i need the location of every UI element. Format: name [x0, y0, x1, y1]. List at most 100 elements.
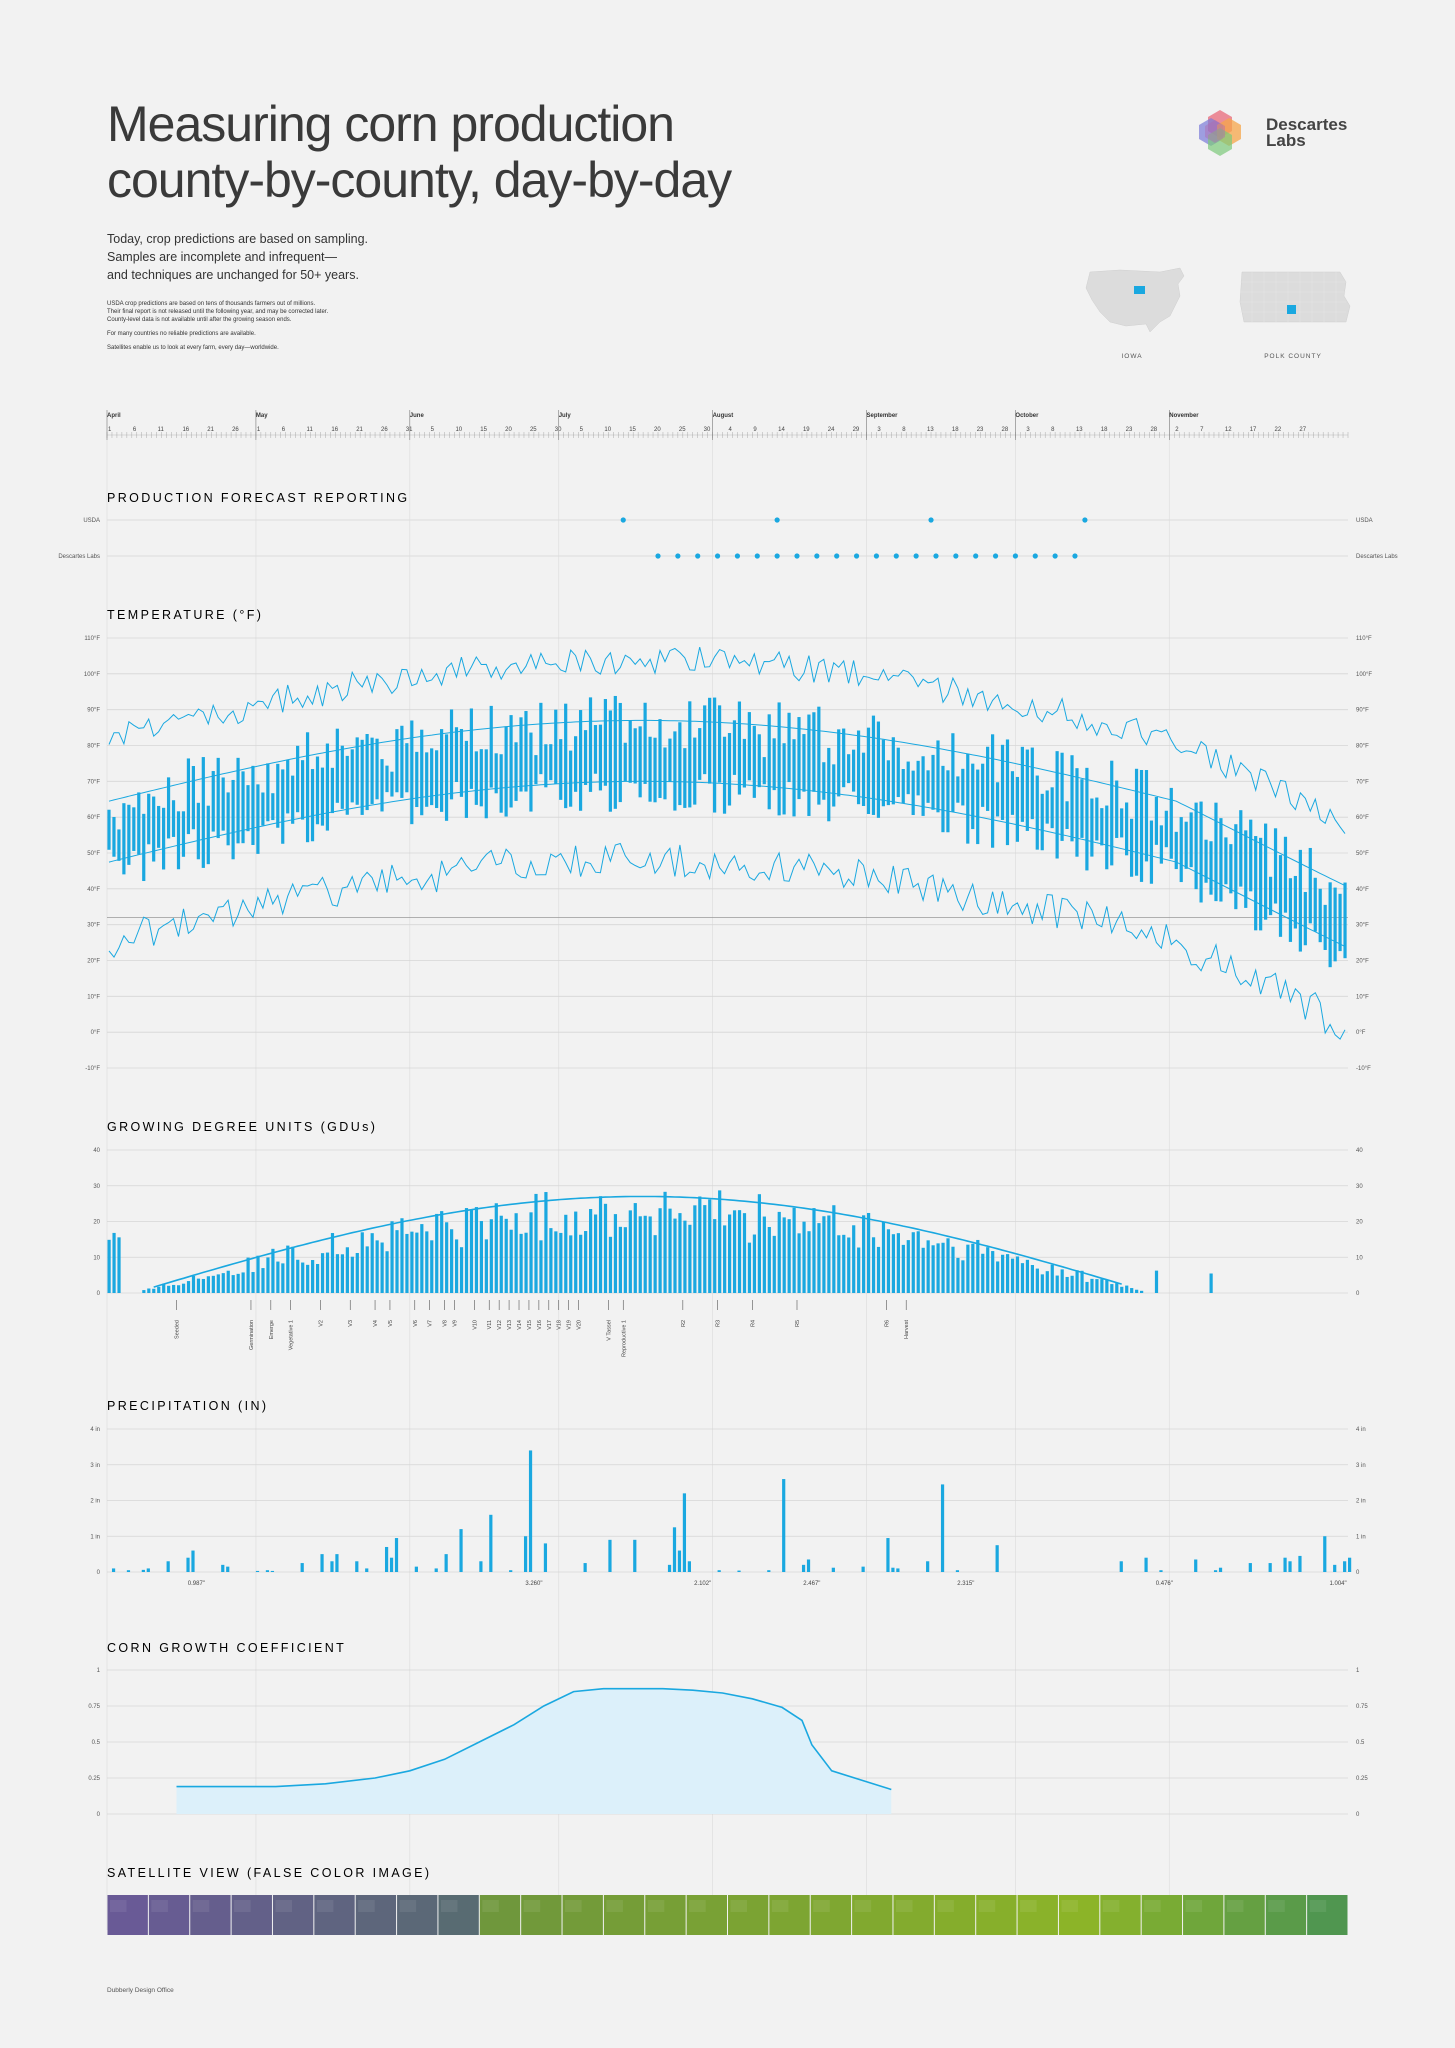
satellite-tile [934, 1895, 976, 1935]
precip-daily-bar [1159, 1570, 1163, 1572]
precip-tick-label-right: 3 in [1356, 1463, 1366, 1469]
gdu-daily-bar [117, 1237, 121, 1293]
temp-daily-bar [464, 740, 469, 818]
temp-daily-bar [1100, 808, 1104, 846]
temp-daily-bar [1159, 825, 1163, 864]
growth-tick-label-right: 0.25 [1356, 1776, 1368, 1782]
day-label: 20 [505, 427, 512, 433]
gdu-daily-bar [425, 1231, 429, 1293]
temp-daily-bar [286, 759, 290, 814]
growth-tick-label-right: 1 [1356, 1668, 1360, 1674]
temp-daily-bar [876, 721, 881, 818]
gdu-daily-bar [544, 1192, 548, 1293]
temp-daily-bar [990, 734, 995, 848]
temp-daily-bar [231, 779, 235, 860]
gdu-daily-bar [454, 1239, 459, 1293]
gdu-daily-bar [981, 1253, 985, 1293]
satellite-tile-texture [978, 1900, 996, 1912]
gdu-daily-bar [1095, 1279, 1099, 1293]
gdu-daily-bar [1075, 1270, 1079, 1293]
temp-daily-bar [544, 744, 548, 788]
gdu-daily-bar [926, 1240, 930, 1293]
gdu-daily-bar [1125, 1285, 1129, 1293]
temp-daily-bar [608, 710, 612, 812]
temp-tick-label-right: 10°F [1356, 994, 1369, 1000]
temp-daily-bar [469, 708, 473, 789]
temp-daily-bar [926, 770, 930, 803]
map-label-polk: POLK COUNTY [1264, 353, 1322, 360]
temp-daily-bar [1288, 878, 1293, 942]
temp-daily-bar [117, 829, 121, 861]
precip-daily-bar [801, 1564, 806, 1572]
temp-daily-bar [1040, 793, 1044, 851]
temp-daily-bar [1298, 849, 1302, 952]
temp-daily-bar [1025, 749, 1029, 831]
temp-daily-bar [827, 747, 831, 822]
gdu-daily-bar [1030, 1265, 1035, 1293]
gdu-daily-bar [440, 1211, 444, 1293]
stage-label: V10 [472, 1320, 478, 1330]
precip-daily-bar [111, 1568, 116, 1572]
stage-label: R3 [716, 1320, 722, 1327]
gdu-daily-bar [946, 1238, 950, 1293]
gdu-daily-bar [807, 1231, 811, 1293]
satellite-tile-texture [1185, 1900, 1203, 1912]
temp-daily-bar [1144, 770, 1149, 862]
satellite-tile-texture [1226, 1900, 1244, 1912]
satellite-tile-texture [895, 1900, 913, 1912]
gdu-daily-bar [554, 1231, 558, 1293]
gdu-daily-bar [708, 1199, 712, 1293]
temp-daily-bar [896, 747, 900, 798]
satellite-tile [190, 1895, 231, 1935]
temp-daily-bar [683, 748, 687, 808]
gdu-daily-bar [678, 1213, 682, 1293]
gdu-daily-bar [832, 1205, 836, 1293]
day-label: 11 [307, 427, 314, 433]
temp-daily-bar [1194, 802, 1198, 890]
temp-daily-bar [732, 720, 737, 775]
precip-tick-label-right: 4 in [1356, 1427, 1366, 1433]
precip-period-total: 2.467" [803, 1581, 820, 1587]
temp-tick-label: 0°F [91, 1030, 101, 1036]
gdu-daily-bar [469, 1209, 474, 1293]
gdu-daily-bar [529, 1212, 533, 1293]
gdu-daily-bar [335, 1254, 340, 1293]
growth-coefficient-chart: 1 1 0.75 0.75 0.5 0.5 0.25 0.25 0 0 [88, 1668, 1368, 1818]
gdu-daily-bar [395, 1230, 399, 1293]
day-label: 20 [654, 427, 661, 433]
temp-daily-bar [866, 727, 871, 815]
temp-daily-bar [420, 729, 424, 816]
temp-daily-bar [1209, 841, 1213, 895]
gdu-daily-bar [886, 1229, 891, 1293]
temp-daily-bar [643, 702, 647, 784]
gdu-tick-label-right: 20 [1356, 1220, 1363, 1226]
forecast-row-label: USDA [83, 518, 100, 524]
gdu-daily-bar [241, 1272, 245, 1293]
gdu-daily-bar [107, 1239, 111, 1293]
temp-daily-bar [578, 710, 583, 811]
temp-daily-bar [549, 744, 553, 781]
satellite-tile-texture [1102, 1900, 1120, 1912]
gdu-daily-bar [732, 1210, 737, 1293]
gdu-daily-bar [365, 1246, 369, 1293]
precip-daily-bar [434, 1568, 438, 1572]
stage-label: Seeded [174, 1320, 180, 1339]
temp-daily-bar [1154, 796, 1159, 845]
gdu-daily-bar [618, 1226, 622, 1293]
gdu-daily-bar [519, 1233, 523, 1293]
temp-tick-label-right: 100°F [1356, 672, 1372, 678]
gdu-daily-bar [648, 1216, 652, 1293]
temp-daily-bar [300, 760, 305, 820]
gdu-daily-bar [663, 1191, 667, 1293]
stage-label: V14 [517, 1320, 523, 1330]
section-title-gdu: GROWING DEGREE UNITS (GDUs) [107, 1120, 377, 1134]
gdu-daily-bar [360, 1232, 364, 1293]
temp-daily-bar [1199, 801, 1203, 903]
stage-label: V11 [487, 1320, 493, 1329]
gdu-daily-bar [817, 1223, 821, 1293]
temp-daily-bar [623, 742, 627, 782]
temp-daily-bar [380, 759, 384, 812]
gdu-daily-bar [698, 1196, 702, 1293]
day-label: 16 [331, 427, 338, 433]
gdu-daily-bar [112, 1232, 116, 1293]
